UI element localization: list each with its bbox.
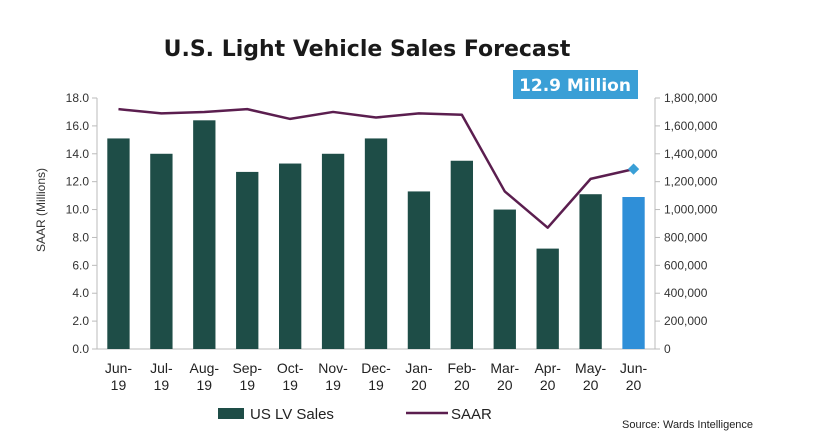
bar-7 [407,191,431,349]
x-tick-label: Feb-20 [447,360,476,393]
left-tick-label: 4.0 [72,286,89,300]
right-tick-label: 600,000 [664,258,708,272]
right-tick-label: 400,000 [664,286,708,300]
saar-line [118,107,634,229]
callout-box [513,70,638,99]
bar-4 [278,163,302,349]
left-tick-label: 12.0 [66,175,90,189]
left-tick-label: 2.0 [72,314,89,328]
x-tick-label: Oct-19 [277,360,304,393]
x-tick-label: Mar-20 [490,360,519,393]
bar-10 [536,248,559,349]
x-tick-label: Aug-19 [190,360,220,393]
x-tick-label: Jul-19 [150,360,173,393]
x-tick-label: Jun-20 [620,360,648,393]
left-tick-label: 16.0 [66,119,90,133]
right-tick-label: 1,800,000 [664,91,718,105]
callout: 12.9 Million [513,70,638,99]
x-tick-label: Sep-19 [232,360,262,393]
x-tick-label: Jun-19 [105,360,133,393]
x-axis: Jun-19 Jul-19 Aug-19 Sep-19 Oct-19 Nov-19 Dec-… [105,360,648,393]
bar-1 [150,153,173,349]
bar-9 [493,209,516,349]
right-tick-label: 1,400,000 [664,147,718,161]
right-tick-label: 0 [664,342,671,356]
left-tick-label: 18.0 [66,91,90,105]
bar-series [107,120,645,349]
bar-12 [622,197,645,349]
legend-label-line: SAAR [451,406,492,423]
bar-8 [450,160,474,349]
callout-text: 12.9 Million [519,76,631,96]
right-tick-label: 200,000 [664,314,708,328]
right-tick-label: 1,000,000 [664,203,718,217]
x-tick-label: Jan-20 [405,360,433,393]
right-tick-label: 1,200,000 [664,175,718,189]
bar-6 [364,138,388,349]
x-tick-label: May-20 [575,360,606,393]
right-tick-label: 1,600,000 [664,119,718,133]
chart-title: U.S. Light Vehicle Sales Forecast [164,37,571,62]
left-tick-label: 14.0 [66,147,90,161]
bar-5 [321,153,345,349]
left-tick-label: 8.0 [72,230,89,244]
bar-11 [579,194,602,349]
legend: US LV Sales SAAR [218,406,492,423]
saar-marker-last [627,163,640,175]
x-tick-label: Dec-19 [361,360,391,393]
bar-3 [236,171,259,349]
right-tick-label: 800,000 [664,230,708,244]
y-axis-label: SAAR (Millions) [34,168,48,252]
legend-label-bars: US LV Sales [250,406,334,423]
left-tick-label: 0.0 [72,342,89,356]
left-tick-label: 10.0 [66,203,90,217]
x-tick-label: Apr-20 [534,360,561,393]
bar-2 [193,120,216,349]
line-series [118,107,640,229]
left-tick-label: 6.0 [72,258,89,272]
legend-swatch-bars [218,408,244,419]
source-note: Source: Wards Intelligence [622,419,753,431]
right-axis: 0 200,000 400,000 600,000 800,000 1,000,000 1,… [654,91,718,356]
x-tick-label: Nov-19 [318,360,348,393]
bar-0 [107,138,130,349]
